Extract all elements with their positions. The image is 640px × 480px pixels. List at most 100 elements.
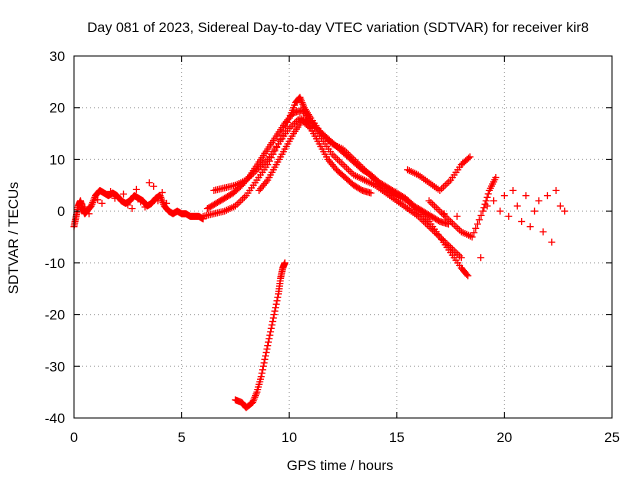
data-point-10 <box>259 366 267 374</box>
data-point-8 <box>434 205 442 213</box>
data-point-9 <box>490 197 498 205</box>
data-point-8 <box>468 233 476 241</box>
chart-title: Day 081 of 2023, Sidereal Day-to-day VTE… <box>87 19 589 35</box>
data-point-10 <box>258 369 266 377</box>
data-point-8 <box>492 174 500 182</box>
grid-lines <box>74 56 612 418</box>
data-point-2 <box>128 205 136 213</box>
data-point-4 <box>423 221 431 229</box>
x-tick-label: 15 <box>389 429 405 445</box>
data-point-2 <box>81 203 89 211</box>
data-point-2 <box>163 199 171 207</box>
data-point-4 <box>334 155 342 163</box>
data-point-9 <box>453 212 461 220</box>
data-point-10 <box>273 297 281 305</box>
axes: 0 5 10 15 20 25 -40 -30 -20 -10 0 10 20 30 <box>45 48 620 445</box>
data-point-8 <box>475 216 483 224</box>
data-point-8 <box>432 204 440 212</box>
data-point-2 <box>124 201 132 209</box>
data-point-10 <box>263 345 271 353</box>
data-point-10 <box>262 352 270 360</box>
x-axis-label: GPS time / hours <box>287 457 394 473</box>
data-point-10 <box>251 393 259 401</box>
data-point-6 <box>367 189 375 197</box>
data-point-4 <box>443 240 451 248</box>
data-point-5 <box>245 173 253 181</box>
data-point-4 <box>418 216 426 224</box>
x-tick-label: 5 <box>178 429 186 445</box>
data-point-9 <box>440 210 448 218</box>
data-point-2 <box>158 189 166 197</box>
data-point-4 <box>445 242 453 250</box>
x-tick-label: 0 <box>70 429 78 445</box>
data-point-9 <box>526 223 534 231</box>
y-tick-label: -20 <box>45 307 65 323</box>
data-point-1 <box>89 197 97 205</box>
data-point-4 <box>456 252 464 260</box>
data-point-4 <box>427 224 435 232</box>
data-point-6 <box>262 178 270 186</box>
data-point-3 <box>240 193 248 201</box>
data-point-9 <box>518 217 526 225</box>
data-point-3 <box>237 197 245 205</box>
plot-frame <box>73 55 613 419</box>
y-tick-label: -40 <box>45 410 65 426</box>
data-point-9 <box>561 207 569 215</box>
data-point-8 <box>439 211 447 219</box>
data-point-7 <box>443 180 451 188</box>
data-point-9 <box>543 192 551 200</box>
data-point-4 <box>335 157 343 165</box>
data-point-9 <box>539 228 547 236</box>
data-point-9 <box>552 186 560 194</box>
data-point-9 <box>556 202 564 210</box>
data-point-3 <box>235 199 243 207</box>
data-point-2 <box>150 182 158 190</box>
data-point-8 <box>474 220 481 228</box>
x-tick-label: 20 <box>497 429 513 445</box>
data-point-8 <box>427 199 435 207</box>
data-point-9 <box>500 192 508 200</box>
data-point-2 <box>141 203 149 211</box>
data-point-10 <box>251 392 259 400</box>
data-point-2 <box>137 198 145 206</box>
data-point-3 <box>298 99 306 107</box>
data-point-4 <box>434 231 442 239</box>
y-tick-label: 0 <box>57 203 65 219</box>
data-point-2 <box>107 187 115 195</box>
data-point-9 <box>477 254 485 262</box>
data-point-3 <box>296 93 304 101</box>
y-tick-label: 30 <box>49 48 65 64</box>
data-point-4 <box>346 167 354 175</box>
data-point-9 <box>513 202 521 210</box>
data-point-8 <box>454 224 462 232</box>
data-point-9 <box>483 202 491 210</box>
data-point-1 <box>90 195 98 203</box>
data-point-9 <box>548 238 556 246</box>
data-point-10 <box>269 314 277 322</box>
y-tick-label: -30 <box>45 358 65 374</box>
data-point-2 <box>94 196 102 204</box>
data-point-4 <box>432 230 440 238</box>
data-point-4 <box>429 226 437 234</box>
data-point-6 <box>305 123 313 131</box>
data-point-10 <box>272 304 280 312</box>
data-point-10 <box>264 338 272 346</box>
data-point-3 <box>464 272 472 280</box>
data-point-8 <box>480 204 488 212</box>
y-axis-label: SDTVAR / TECUs <box>5 182 21 294</box>
data-point-8 <box>450 221 458 229</box>
data-point-9 <box>509 186 517 194</box>
data-point-10 <box>257 373 265 381</box>
data-point-9 <box>522 192 530 200</box>
data-point-1 <box>158 195 166 203</box>
data-point-8 <box>479 207 487 215</box>
data-point-4 <box>457 254 465 262</box>
data-point-10 <box>267 328 275 336</box>
data-point-7 <box>465 154 473 162</box>
data-point-4 <box>344 166 352 174</box>
data-point-2 <box>111 194 119 202</box>
data-point-8 <box>430 202 438 210</box>
data-point-10 <box>270 311 278 319</box>
data-point-3 <box>463 270 471 278</box>
